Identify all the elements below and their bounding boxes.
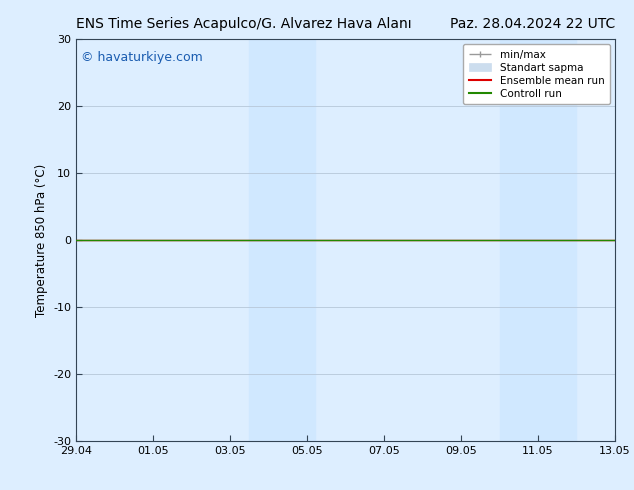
Text: ENS Time Series Acapulco/G. Alvarez Hava Alanı: ENS Time Series Acapulco/G. Alvarez Hava…: [76, 17, 411, 31]
Legend: min/max, Standart sapma, Ensemble mean run, Controll run: min/max, Standart sapma, Ensemble mean r…: [463, 45, 610, 104]
Text: Paz. 28.04.2024 22 UTC: Paz. 28.04.2024 22 UTC: [450, 17, 615, 31]
Bar: [500, 39, 576, 441]
Y-axis label: Temperature 850 hPa (°C): Temperature 850 hPa (°C): [34, 164, 48, 317]
Bar: [249, 39, 314, 441]
Text: © havaturkiye.com: © havaturkiye.com: [81, 51, 204, 64]
